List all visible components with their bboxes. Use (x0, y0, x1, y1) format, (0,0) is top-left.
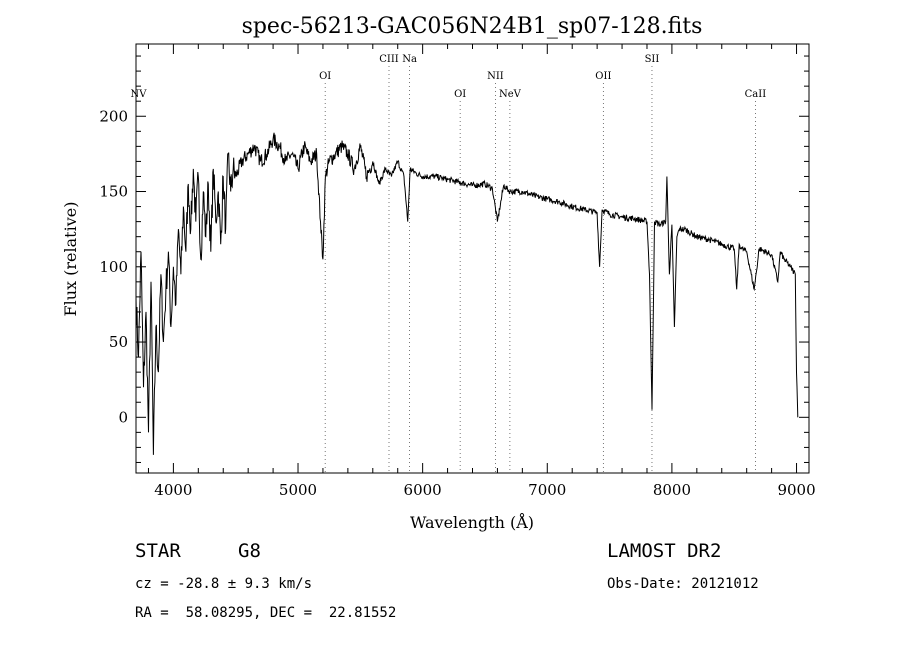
emission-line-label: OII (595, 71, 611, 82)
y-tick-label: 100 (99, 258, 128, 276)
spectrum-series-line (135, 132, 799, 455)
y-tick-label: 50 (109, 333, 128, 351)
y-axis-label: Flux (relative) (61, 202, 80, 317)
emission-line-label: CIII (379, 54, 399, 65)
redshift-text: cz = -28.8 ± 9.3 km/s (135, 576, 313, 592)
chart-title: spec-56213-GAC056N24B1_sp07-128.fits (242, 14, 703, 39)
object-subclass: G8 (238, 540, 261, 562)
emission-line-label: SII (645, 54, 660, 65)
emission-line-label: Na (402, 54, 417, 65)
x-tick-label: 8000 (653, 481, 691, 499)
x-tick-label: 5000 (279, 481, 317, 499)
object-class: STAR (135, 540, 181, 562)
emission-line-label: NV (131, 89, 148, 100)
x-tick-label: 9000 (777, 481, 815, 499)
coordinates-text: RA = 58.08295, DEC = 22.81552 (135, 605, 397, 621)
plot-frame (135, 43, 810, 474)
emission-line-label: CaII (745, 89, 767, 100)
emission-line-label: NII (487, 71, 504, 82)
emission-line-label: OI (319, 71, 331, 82)
y-tick-label: 0 (118, 408, 128, 426)
emission-line-label: OI (454, 89, 466, 100)
obs-date-text: Obs-Date: 20121012 (607, 576, 759, 592)
x-tick-label: 4000 (154, 481, 192, 499)
y-tick-label: 200 (99, 107, 128, 125)
x-tick-label: 6000 (404, 481, 442, 499)
y-tick-label: 150 (99, 183, 128, 201)
x-axis-label: Wavelength (Å) (410, 512, 534, 532)
survey-name: LAMOST DR2 (607, 540, 722, 562)
emission-line-label: NeV (499, 89, 522, 100)
x-tick-label: 7000 (528, 481, 566, 499)
